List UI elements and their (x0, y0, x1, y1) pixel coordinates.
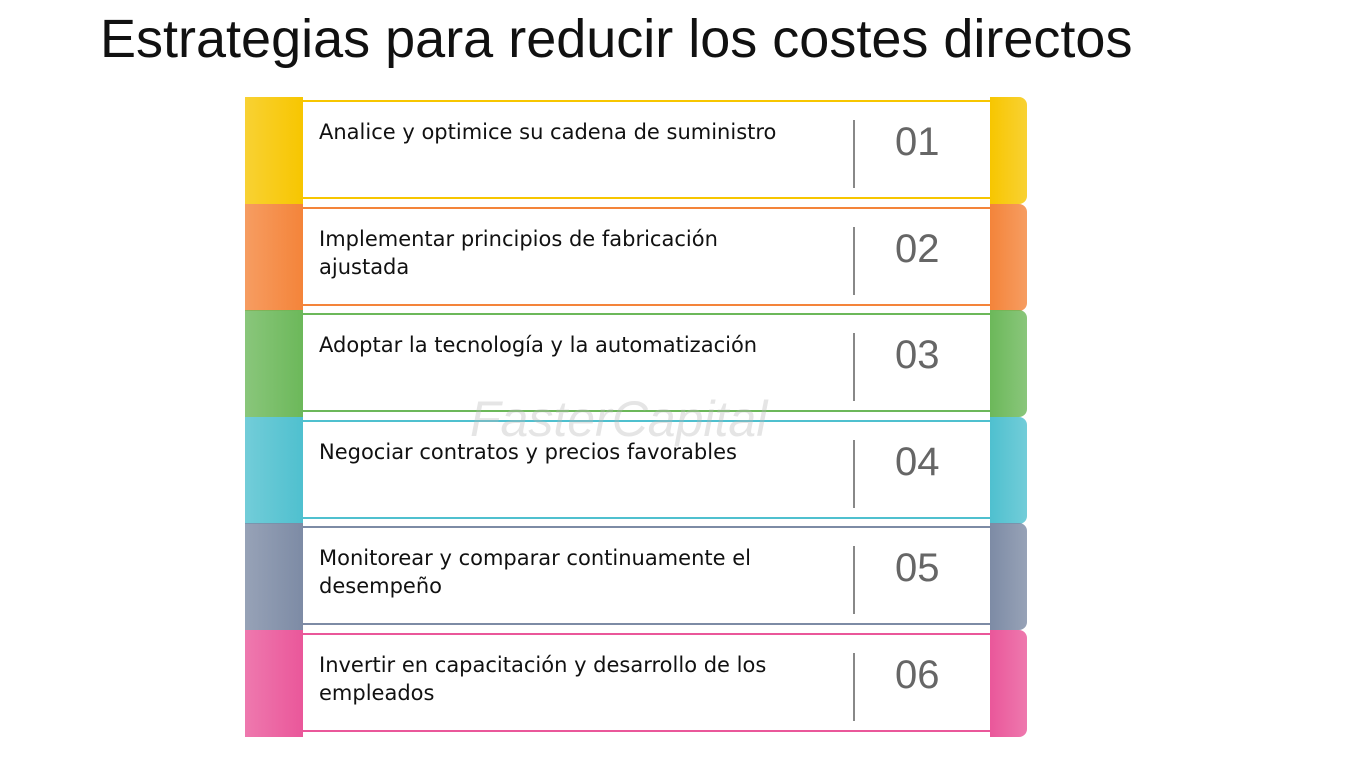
color-bar (245, 523, 303, 630)
color-bar (245, 97, 303, 204)
color-bar (245, 310, 303, 417)
color-bar (245, 203, 303, 311)
item-box: Implementar principios de fabricación aj… (303, 206, 990, 306)
item-text: Implementar principios de fabricación aj… (319, 226, 718, 279)
item-text: Analice y optimice su cadena de suminist… (319, 120, 777, 144)
item-number: 01 (895, 120, 940, 164)
watermark: FasterCapital (470, 391, 768, 447)
color-tab (990, 416, 1027, 524)
item-box: Negociar contratos y precios favorables 0… (303, 419, 990, 519)
item-box: Invertir en capacitación y desarrollo de… (303, 632, 990, 732)
item-number: 02 (895, 226, 940, 271)
item-text: Invertir en capacitación y desarrollo de… (319, 652, 767, 705)
list-item: Negociar contratos y precios favorables 0… (245, 416, 1027, 524)
color-tab (990, 310, 1027, 417)
item-number: 05 (895, 546, 940, 590)
color-tab (990, 629, 1027, 737)
color-bar (245, 416, 303, 524)
item-text: Adoptar la tecnología y la automatizació… (319, 333, 758, 357)
color-bar (245, 629, 303, 737)
item-box: Monitorear y comparar continuamente el d… (303, 526, 990, 625)
divider (853, 226, 855, 295)
divider (853, 546, 855, 614)
list-item: Monitorear y comparar continuamente el d… (245, 523, 1027, 630)
divider (853, 652, 855, 721)
item-number: 03 (895, 333, 940, 377)
item-box: Adoptar la tecnología y la automatizació… (303, 313, 990, 412)
divider (853, 333, 855, 401)
divider (853, 439, 855, 508)
list-item: Invertir en capacitación y desarrollo de… (245, 629, 1027, 737)
color-tab (990, 203, 1027, 311)
divider (853, 120, 855, 188)
item-text: Negociar contratos y precios favorables (319, 439, 737, 464)
list-item: Implementar principios de fabricación aj… (245, 203, 1027, 311)
item-box: Analice y optimice su cadena de suminist… (303, 100, 990, 199)
list-item: Analice y optimice su cadena de suminist… (245, 97, 1027, 204)
title: Estrategias para reducir los costes dire… (100, 9, 1133, 69)
item-number: 06 (895, 652, 940, 697)
list-item: Adoptar la tecnología y la automatizació… (245, 310, 1027, 417)
color-tab (990, 97, 1027, 204)
item-text: Monitorear y comparar continuamente el d… (319, 546, 751, 598)
item-number: 04 (895, 439, 940, 484)
color-tab (990, 523, 1027, 630)
